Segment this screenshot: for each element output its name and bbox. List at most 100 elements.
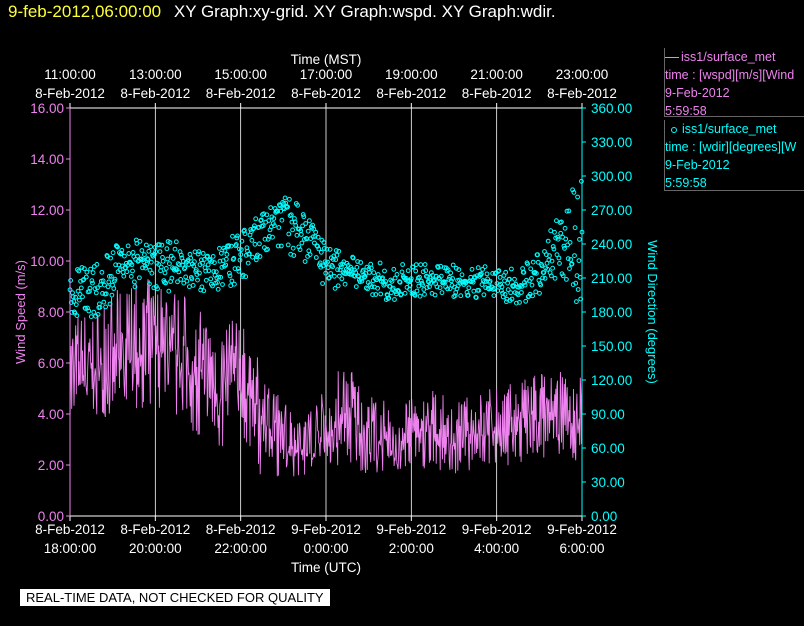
wind-direction-point	[117, 267, 123, 273]
wind-direction-point	[572, 225, 578, 231]
wind-direction-point	[239, 238, 245, 244]
wind-direction-point	[418, 262, 424, 268]
wind-direction-point	[215, 280, 220, 285]
wind-direction-point	[422, 262, 428, 267]
wind-direction-point	[191, 263, 197, 269]
wind-direction-point	[362, 274, 368, 279]
wind-direction-point	[160, 258, 166, 264]
wind-direction-point	[458, 293, 464, 299]
wind-direction-point	[137, 238, 143, 244]
x-tick-label-time: 18:00:00	[44, 541, 97, 556]
wind-direction-point	[268, 205, 274, 211]
wind-direction-point	[354, 264, 360, 270]
wind-direction-point	[318, 249, 324, 255]
wind-direction-point	[521, 270, 527, 275]
wind-direction-point	[394, 272, 400, 277]
wind-direction-point	[325, 265, 331, 271]
wind-direction-point	[288, 212, 294, 218]
x-tick-label-time: 4:00:00	[474, 541, 519, 556]
wind-direction-point	[217, 246, 222, 251]
wind-direction-point	[405, 268, 411, 274]
wind-direction-point	[557, 261, 562, 266]
wind-direction-point	[270, 234, 275, 240]
wind-direction-point	[420, 282, 426, 288]
wind-direction-point	[514, 300, 519, 306]
wind-direction-point	[313, 229, 319, 235]
wind-direction-point	[365, 286, 371, 292]
right-tick-label: 120.00	[591, 373, 632, 388]
legend-label: iss1/surface_met	[681, 50, 776, 64]
wind-direction-point	[331, 253, 337, 259]
wind-direction-point	[178, 252, 184, 258]
wind-direction-point	[291, 253, 297, 258]
wind-direction-point	[399, 269, 405, 275]
wind-direction-point	[552, 275, 558, 281]
wind-direction-point	[73, 302, 79, 308]
wind-direction-point	[234, 235, 240, 241]
wind-direction-point	[529, 282, 535, 288]
wind-direction-point	[368, 265, 374, 271]
wind-direction-point	[328, 271, 334, 276]
wind-direction-point	[243, 274, 249, 280]
wind-direction-point	[315, 243, 321, 249]
wind-direction-point	[218, 250, 224, 256]
wind-direction-point	[142, 252, 147, 258]
wind-direction-point	[425, 274, 431, 280]
wind-direction-point	[322, 246, 327, 251]
wind-direction-point	[554, 218, 559, 224]
right-tick-label: 270.00	[591, 203, 632, 218]
wind-direction-point	[371, 270, 377, 276]
wind-direction-point	[503, 269, 509, 275]
wind-direction-point	[83, 274, 89, 280]
wind-direction-point	[350, 255, 356, 261]
wind-direction-point	[520, 266, 525, 271]
wind-direction-point	[99, 269, 105, 275]
wind-direction-point	[148, 259, 154, 265]
wind-direction-point	[183, 274, 189, 280]
x-tick-label-date: 9-Feb-2012	[462, 522, 532, 537]
top-tick-label-time: 23:00:00	[556, 67, 609, 82]
wind-direction-point	[497, 275, 503, 280]
wind-direction-point	[228, 243, 234, 249]
wind-direction-point	[442, 279, 448, 285]
wind-direction-point	[382, 281, 388, 287]
wind-direction-point	[318, 264, 324, 270]
wind-direction-point	[110, 250, 116, 256]
wind-direction-point	[523, 298, 529, 304]
wind-direction-point	[125, 243, 131, 249]
wind-direction-point	[442, 265, 447, 271]
wind-direction-point	[560, 273, 566, 279]
wind-direction-point	[332, 273, 337, 279]
wind-direction-point	[120, 269, 126, 275]
wind-direction-point	[290, 245, 296, 251]
wind-direction-point	[213, 269, 219, 275]
wind-direction-point	[245, 260, 251, 266]
wind-direction-point	[236, 268, 242, 274]
wind-direction-point	[573, 280, 579, 286]
wind-direction-point	[235, 233, 240, 239]
top-tick-label-date: 8-Feb-2012	[376, 86, 446, 101]
wind-direction-point	[84, 269, 90, 275]
wind-direction-point	[396, 289, 402, 294]
wind-direction-point	[278, 243, 284, 249]
wind-direction-point	[70, 294, 76, 300]
wind-direction-point	[106, 279, 112, 285]
wind-direction-point	[95, 285, 100, 291]
wind-direction-point	[219, 264, 225, 270]
wind-direction-point	[165, 256, 170, 262]
x-axis-title: Time (UTC)	[291, 560, 361, 575]
legend-item-wspd: iss1/surface_met time : [wspd][m/s][Wind…	[664, 48, 804, 117]
wind-direction-point	[74, 313, 80, 319]
wind-direction-point	[100, 278, 106, 284]
top-tick-label-time: 13:00:00	[129, 67, 182, 82]
wind-direction-point	[155, 286, 160, 292]
wind-direction-point	[199, 284, 205, 290]
wind-direction-point	[389, 279, 395, 284]
legend-time: 5:59:58	[665, 104, 707, 117]
wind-direction-point	[495, 269, 501, 274]
wind-direction-point	[392, 297, 397, 302]
wind-direction-point	[235, 266, 241, 272]
right-axis-title: Wind Direction (degrees)	[645, 240, 660, 384]
wind-direction-point	[152, 251, 157, 257]
wind-direction-point	[143, 242, 149, 248]
